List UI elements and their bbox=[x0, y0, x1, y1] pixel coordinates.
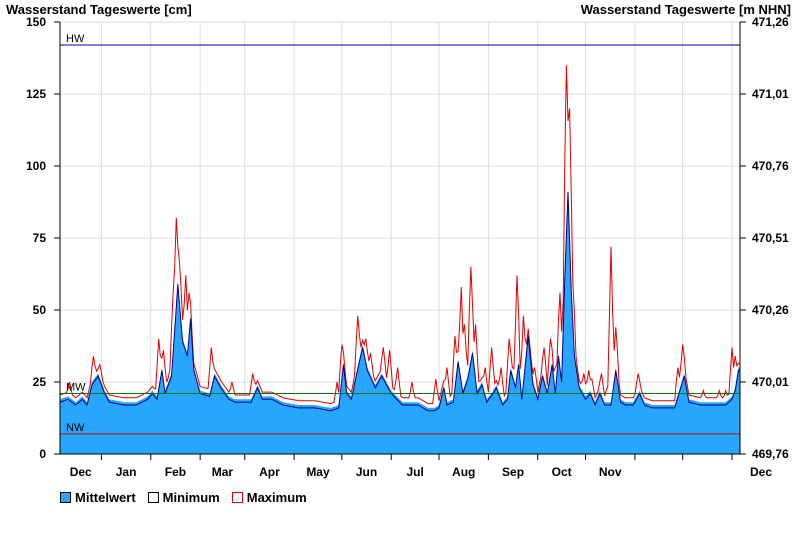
x-tick-label: May bbox=[306, 465, 330, 479]
x-tick-label: Apr bbox=[259, 465, 280, 479]
x-tick-label: Jun bbox=[356, 465, 377, 479]
right-axis-title: Wasserstand Tageswerte [m NHN] bbox=[581, 2, 791, 17]
y-tick-label: 150 bbox=[26, 15, 46, 29]
legend-item-minimum[interactable]: Minimum bbox=[147, 490, 220, 505]
x-tick-label: Nov bbox=[599, 465, 622, 479]
ref-label-nw: NW bbox=[66, 422, 85, 434]
y2-tick-label: 470,26 bbox=[752, 303, 789, 317]
x-tick-label: Aug bbox=[452, 465, 475, 479]
x-tick-label: Feb bbox=[165, 465, 186, 479]
y2-tick-label: 470,01 bbox=[752, 375, 789, 389]
y2-tick-label: 470,76 bbox=[752, 159, 789, 173]
legend-label-minimum: Minimum bbox=[162, 490, 220, 505]
x-tick-label: Jul bbox=[406, 465, 423, 479]
minimum-swatch bbox=[147, 492, 159, 503]
axes: 0 469,76 25 470,01 50 470,26 75 470,51 100 470,76… bbox=[26, 15, 789, 479]
x-tick-label: Dec bbox=[750, 465, 772, 479]
ref-label-hw: HW bbox=[66, 33, 85, 45]
x-tick-label: Mar bbox=[212, 465, 234, 479]
maximum-swatch bbox=[231, 492, 243, 503]
y-tick-label: 75 bbox=[33, 231, 47, 245]
legend-label-mean: Mittelwert bbox=[75, 490, 136, 505]
ref-label-mw: MW bbox=[66, 382, 86, 394]
mean-area bbox=[60, 189, 740, 454]
y-tick-label: 25 bbox=[33, 375, 47, 389]
y-tick-label: 50 bbox=[33, 303, 47, 317]
legend-item-maximum[interactable]: Maximum bbox=[231, 490, 307, 505]
grid bbox=[60, 21, 740, 455]
x-tick-label: Jan bbox=[116, 465, 137, 479]
y2-tick-label: 471,01 bbox=[752, 87, 789, 101]
reference-lines: HW MW NW bbox=[60, 33, 740, 435]
minimum-line bbox=[59, 191, 740, 412]
mean-swatch bbox=[60, 492, 71, 503]
left-axis-title: Wasserstand Tageswerte [cm] bbox=[6, 2, 192, 17]
legend-label-maximum: Maximum bbox=[246, 490, 307, 505]
water-level-chart: Wasserstand Tageswerte [cm] Wasserstand … bbox=[6, 2, 791, 479]
maximum-line bbox=[59, 65, 740, 405]
y-tick-label: 0 bbox=[39, 447, 46, 461]
y2-tick-label: 469,76 bbox=[752, 447, 789, 461]
y-tick-label: 125 bbox=[26, 87, 46, 101]
series-layer bbox=[59, 65, 740, 454]
x-tick-label: Oct bbox=[552, 465, 572, 479]
y2-tick-label: 470,51 bbox=[752, 231, 789, 245]
legend: Mittelwert Minimum Maximum bbox=[60, 490, 307, 505]
y2-tick-label: 471,26 bbox=[752, 15, 789, 29]
x-tick-label: Sep bbox=[502, 465, 524, 479]
y-tick-label: 100 bbox=[26, 159, 46, 173]
x-tick-label: Dec bbox=[70, 465, 92, 479]
legend-item-mean[interactable]: Mittelwert bbox=[60, 490, 136, 505]
